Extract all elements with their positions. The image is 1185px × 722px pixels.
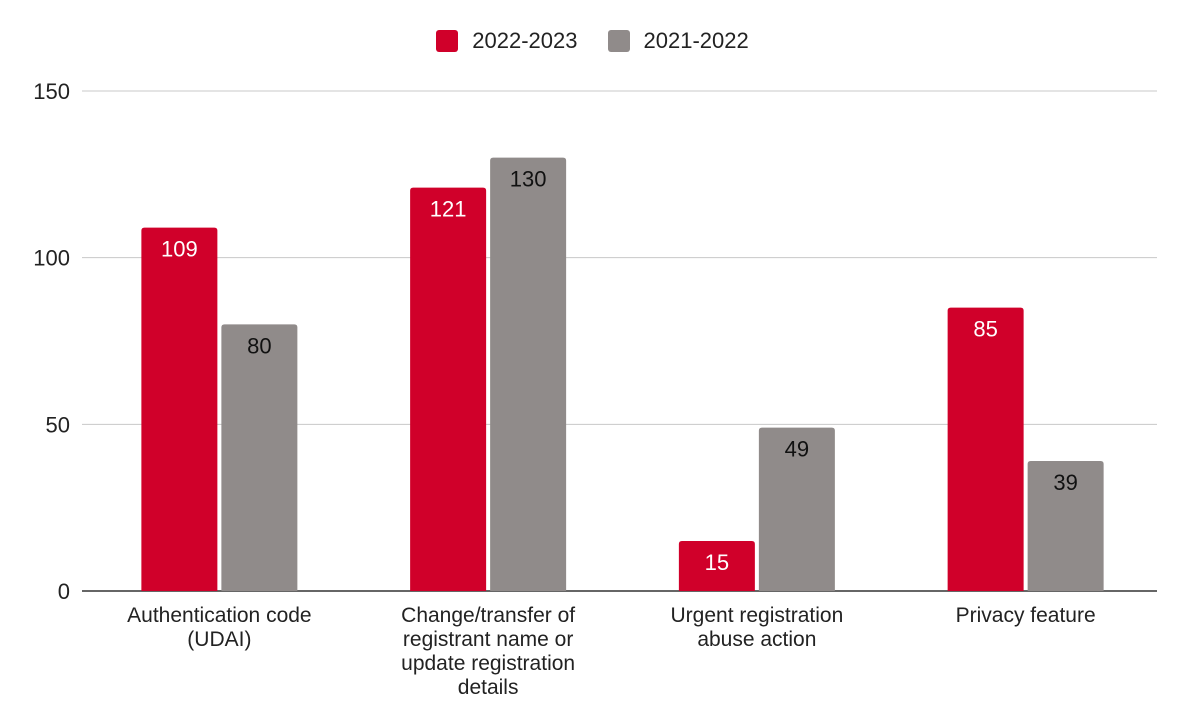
x-tick-label-line: details [458,676,519,699]
data-label-2021-2022-cat-1: 130 [510,167,547,192]
x-tick-label-line: Privacy feature [956,604,1096,627]
bar-2022-2023-cat-3[interactable] [947,307,1024,591]
x-tick-label-3: Privacy feature [956,604,1096,627]
x-tick-label-0: Authentication code (UDAI) [127,604,311,651]
chart-legend: 2022-2023 2021-2022 [0,28,1185,54]
y-tick-label-0: 0 [58,579,70,604]
y-tick-label-150: 150 [33,79,70,104]
legend-item-2021-2022[interactable]: 2021-2022 [607,28,749,54]
bar-2021-2022-cat-0[interactable] [221,324,298,591]
legend-item-2022-2023[interactable]: 2022-2023 [436,28,578,54]
x-tick-label-line: registrant name or [403,628,573,651]
bar-2022-2023-cat-0[interactable] [141,227,218,591]
x-tick-label-line: (UDAI) [187,628,251,651]
x-tick-label-2: Urgent registration abuse action [671,604,844,651]
y-tick-label-50: 50 [46,412,70,437]
legend-label-2021-2022: 2021-2022 [643,28,749,53]
data-label-2021-2022-cat-2: 49 [785,437,809,462]
bar-2021-2022-cat-2[interactable] [758,427,835,591]
bar-2022-2023-cat-1[interactable] [410,187,487,591]
x-tick-label-line: Urgent registration [671,604,844,627]
x-tick-label-line: Authentication code [127,604,311,627]
x-tick-label-1: Change/transfer of registrant name or upda… [401,604,575,699]
x-tick-label-line: abuse action [697,628,816,651]
legend-label-2022-2023: 2022-2023 [472,28,578,53]
data-label-2022-2023-cat-0: 109 [161,237,198,262]
data-label-2022-2023-cat-1: 121 [430,197,467,222]
data-label-2022-2023-cat-3: 85 [973,317,997,342]
bar-2022-2023-cat-2[interactable] [678,541,755,591]
x-tick-label-line: update registration [401,652,575,675]
legend-swatch-2022-2023 [436,30,459,52]
bar-2021-2022-cat-3[interactable] [1027,461,1104,591]
data-label-2021-2022-cat-0: 80 [247,333,271,358]
data-label-2022-2023-cat-2: 15 [705,550,729,575]
y-tick-label-100: 100 [33,246,70,271]
data-label-2021-2022-cat-3: 39 [1053,470,1077,495]
bar-2021-2022-cat-1[interactable] [490,157,567,591]
x-tick-label-line: Change/transfer of [401,604,575,627]
legend-swatch-2021-2022 [607,30,630,52]
